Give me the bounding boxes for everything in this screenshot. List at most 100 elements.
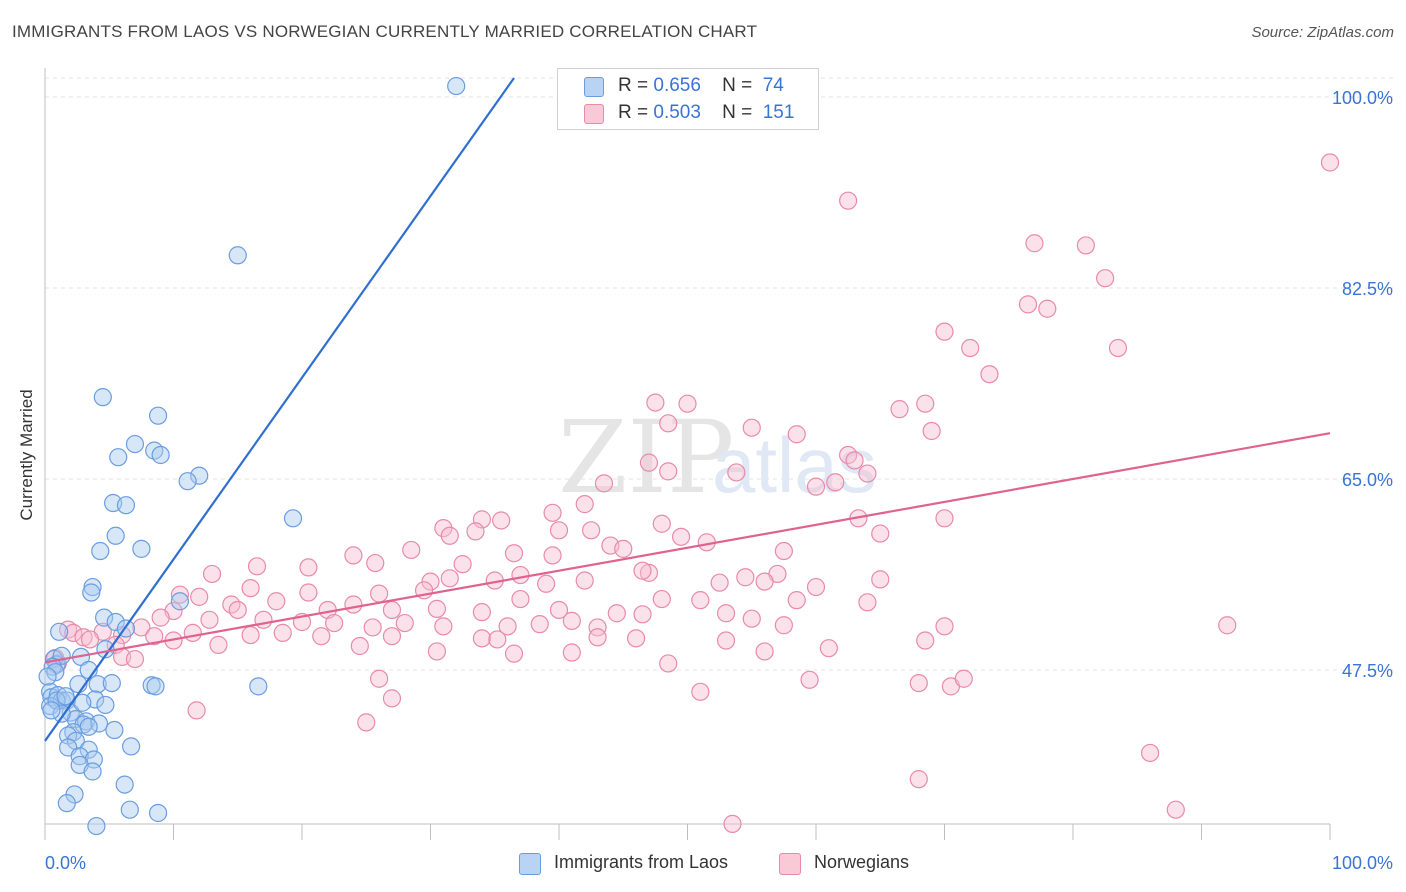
- norwegians-point: [151, 608, 170, 627]
- norwegians-point: [395, 613, 414, 633]
- norwegians-point: [440, 526, 459, 545]
- legend-r-value: 0.503: [653, 102, 701, 123]
- norwegians-point: [723, 814, 742, 833]
- norwegians-point: [1166, 800, 1185, 819]
- norwegians-point: [132, 618, 151, 637]
- norwegians-point: [543, 503, 562, 522]
- norwegians-point: [774, 616, 793, 635]
- norwegians-point: [607, 604, 626, 623]
- norwegians-point: [511, 589, 530, 609]
- bottom-legend-swatch-norwegians: [779, 853, 801, 875]
- norwegians-point: [652, 589, 671, 609]
- laos-point: [249, 677, 268, 696]
- norwegians-point: [755, 572, 774, 591]
- norwegians-point: [639, 453, 659, 472]
- norwegians-point: [716, 631, 736, 650]
- norwegians-point: [588, 628, 607, 647]
- norwegians-point: [922, 421, 941, 441]
- laos-point: [83, 762, 102, 781]
- laos-point: [79, 740, 98, 759]
- norwegians-point: [363, 618, 382, 637]
- norwegians-point: [742, 418, 761, 437]
- norwegians-point: [382, 627, 402, 646]
- norwegians-point: [382, 689, 402, 708]
- norwegians-point: [312, 627, 331, 646]
- norwegians-point: [787, 591, 806, 610]
- norwegians-point: [530, 615, 549, 634]
- laos-point: [56, 687, 75, 706]
- norwegians-point: [800, 670, 819, 689]
- norwegians-point: [626, 629, 646, 648]
- norwegians-point: [190, 587, 209, 606]
- norwegians-point: [678, 394, 697, 413]
- norwegians-point: [344, 595, 363, 614]
- norwegians-point: [402, 540, 421, 560]
- norwegians-point: [80, 630, 100, 649]
- norwegians-point: [511, 565, 530, 585]
- norwegians-points: [46, 153, 1340, 833]
- norwegians-point: [633, 605, 652, 624]
- norwegians-point: [582, 521, 601, 540]
- norwegians-point: [787, 425, 806, 444]
- norwegians-point: [755, 642, 774, 661]
- norwegians-point: [549, 600, 569, 620]
- norwegians-point: [858, 593, 877, 612]
- laos-point: [42, 701, 61, 720]
- norwegians-point: [1096, 269, 1115, 288]
- trendlines: [44, 77, 1331, 742]
- norwegians-point: [434, 519, 453, 538]
- norwegians-point: [267, 592, 286, 611]
- norwegians-point: [980, 365, 999, 384]
- x-tick-label: 0.0%: [45, 853, 86, 873]
- norwegians-point: [1076, 236, 1095, 255]
- laos-point: [116, 496, 136, 515]
- laos-point: [190, 466, 209, 485]
- laos-point: [151, 445, 170, 465]
- chart-title: IMMIGRANTS FROM LAOS VS NORWEGIAN CURREN…: [12, 22, 758, 41]
- norwegians-point: [183, 623, 202, 642]
- norwegians-point: [453, 555, 472, 574]
- laos-point: [102, 673, 121, 693]
- norwegians-point: [325, 613, 344, 633]
- norwegians-point: [909, 673, 928, 693]
- norwegians-point: [344, 546, 363, 565]
- norwegians-point: [858, 464, 877, 483]
- laos-point: [96, 695, 115, 715]
- laos-point: [146, 677, 165, 696]
- norwegians-point: [806, 577, 826, 597]
- norwegians-point: [671, 527, 691, 546]
- norwegians-point: [350, 636, 369, 656]
- norwegians-point: [691, 682, 710, 701]
- bottom-legend-label-norwegians: Norwegians: [814, 852, 910, 872]
- laos-point: [79, 717, 98, 736]
- laos-point: [120, 800, 139, 819]
- norwegians-point: [209, 635, 228, 654]
- x-tick-label: 100.0%: [1332, 853, 1393, 873]
- norwegians-point: [736, 568, 755, 587]
- norwegians-point: [254, 610, 273, 629]
- laos-point: [148, 803, 168, 823]
- laos-point: [95, 608, 114, 627]
- tick-labels: 47.5% 65.0% 82.5% 100.0% 0.0% 100.0%: [45, 88, 1393, 873]
- legend-n-label: N =: [722, 75, 753, 96]
- norwegians-point: [549, 521, 569, 540]
- laos-point: [447, 76, 466, 96]
- norwegians-point: [710, 573, 729, 592]
- norwegians-point: [543, 546, 562, 565]
- laos-point: [87, 816, 106, 836]
- legend-n-label: N =: [722, 102, 753, 123]
- norwegians-point: [691, 591, 710, 610]
- norwegians-point: [273, 623, 292, 642]
- norwegians-point: [633, 561, 652, 580]
- norwegians-point: [170, 585, 190, 604]
- norwegians-point: [247, 557, 267, 576]
- norwegians-point: [241, 625, 260, 645]
- norwegians-point: [434, 617, 453, 636]
- laos-points: [38, 76, 466, 836]
- norwegians-point: [961, 338, 980, 358]
- legend-swatch-norwegians: [584, 104, 604, 124]
- legend-r-value: 0.656: [653, 75, 701, 96]
- norwegians-point: [504, 544, 524, 563]
- legend-swatch-laos: [584, 77, 604, 97]
